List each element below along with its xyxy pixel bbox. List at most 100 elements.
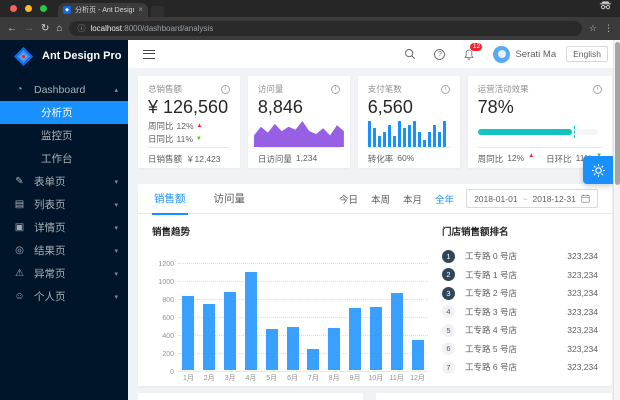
date-start: 2018-01-01 <box>474 193 518 204</box>
sidebar-item-表单页[interactable]: ✎ 表单页 ▾ <box>0 170 128 193</box>
window-minimize-button[interactable] <box>25 5 32 12</box>
info-circle-icon[interactable]: i <box>593 84 603 94</box>
range-link-全年[interactable]: 全年 <box>435 194 455 206</box>
question-circle-icon: ? <box>434 48 446 60</box>
range-link-本周[interactable]: 本周 <box>371 194 391 206</box>
gridline <box>178 317 428 318</box>
user-name: Serati Ma <box>515 48 557 60</box>
card-title: 访问量 <box>257 84 284 94</box>
scrollbar-thumb[interactable] <box>615 42 620 185</box>
bar-slot: 3月 <box>220 242 241 382</box>
card-value: 6,560 <box>367 97 413 117</box>
mini-bar <box>412 121 416 148</box>
gridline <box>178 281 428 282</box>
tab-销售额[interactable]: 销售额 <box>152 183 188 215</box>
range-link-今日[interactable]: 今日 <box>339 194 359 206</box>
address-bar[interactable]: ⓘ localhost:8000/dashboard/analysis <box>69 21 582 36</box>
store-ranking-section: 门店销售额排名 1 工专路 0 号店 323,234 2 工专路 1 号店 323,234… <box>432 222 598 388</box>
url-path: :8000/dashboard/analysis <box>122 24 214 33</box>
progress-target-marker <box>573 126 575 138</box>
sidebar-item-详情页[interactable]: ▣ 详情页 ▾ <box>0 216 128 239</box>
stat-card-total-sales: 总销售额 i ¥ 126,560 周同比 12% ▲ 日同比 11% ▼ <box>138 76 240 168</box>
bar-slot: 2月 <box>199 242 220 382</box>
logo-text: Ant Design Pro <box>42 50 122 62</box>
home-button[interactable]: ⌂ <box>56 22 63 34</box>
sales-trend-chart: 0 200 400 600 800 1000 1200 1月 2月 3月 4月 5月 6月 7月 8月 9月 1… <box>152 242 432 388</box>
mini-bar <box>382 132 386 148</box>
reload-button[interactable]: ↻ <box>41 22 50 34</box>
progress-fill <box>477 129 572 135</box>
chevron-up-icon: ▴ <box>114 86 118 94</box>
sidebar-menu: ◔ Dashboard ▴ 分析页 监控页 工作台 ✎ 表单页 ▾ ▤ 列表页 ▾ ▣ 详情页 ▾ ◎ 结果页 ▾… <box>0 78 128 308</box>
chart-title: 销售趋势 <box>152 227 191 238</box>
logo[interactable]: Ant Design Pro <box>0 40 128 72</box>
sales-card-body: 销售趋势 0 200 400 600 800 1000 1200 1月 2月 3月 4月 5月 6月 7月… <box>138 214 612 388</box>
language-button[interactable]: English <box>566 46 608 62</box>
account-menu[interactable]: Serati Ma <box>493 45 566 63</box>
sidebar-item-Dashboard[interactable]: ◔ Dashboard ▴ <box>0 78 128 101</box>
sidebar-item-结果页[interactable]: ◎ 结果页 ▾ <box>0 239 128 262</box>
header-search-button[interactable] <box>404 48 416 60</box>
sales-card: 销售额 访问量 今日 本周 本月 全年 2018-01-01 ~ 2018-12-31 … <box>138 184 612 386</box>
new-tab-button[interactable] <box>151 6 164 17</box>
sidebar-item-工作台[interactable]: 工作台 <box>0 147 128 170</box>
ranking-item: 7 工专路 6 号店 323,234 <box>442 358 598 377</box>
sidebar-item-个人页[interactable]: ☺ 个人页 ▾ <box>0 285 128 308</box>
page-scrollbar[interactable] <box>613 40 620 400</box>
window-zoom-button[interactable] <box>40 5 47 12</box>
bar <box>349 307 362 370</box>
card-value: ¥ 126,560 <box>148 97 229 117</box>
browser-toolbar: ← → ↻ ⌂ ⓘ localhost:8000/dashboard/analy… <box>0 17 620 40</box>
site-info-icon[interactable]: ⓘ <box>77 24 86 33</box>
bar-slot: 1月 <box>178 242 199 382</box>
rank-badge: 2 <box>442 268 455 282</box>
header-notifications-button[interactable]: 12 <box>463 41 484 61</box>
store-name: 工专路 1 号店 <box>465 269 517 280</box>
sidebar-item-分析页[interactable]: 分析页 <box>0 101 128 124</box>
sidebar-item-label: 表单页 <box>34 176 66 188</box>
rank-badge: 3 <box>442 286 455 300</box>
main-area: ? 12 Serati Ma English 总销售额 i ¥ 1 <box>128 40 620 400</box>
theme-settings-button[interactable] <box>583 156 613 184</box>
tab-title: 分析页 - Ant Design Pro <box>75 7 135 14</box>
mini-bar <box>387 124 391 148</box>
bar <box>265 329 278 370</box>
y-axis-tick: 800 <box>162 296 174 304</box>
ranking-item: 3 工专路 2 号店 323,234 <box>442 284 598 303</box>
sidebar-item-label: 分析页 <box>41 107 73 119</box>
app-window: Ant Design Pro ◔ Dashboard ▴ 分析页 监控页 工作台 ✎ 表单页 ▾… <box>0 40 620 400</box>
tab-close-icon[interactable]: × <box>138 5 143 14</box>
x-axis-tick: 4月 <box>245 375 257 382</box>
sidebar-item-label: Dashboard <box>34 83 86 96</box>
payments-minibars <box>367 121 446 148</box>
gridline <box>178 335 428 336</box>
bar-slot: 12月 <box>407 242 428 382</box>
menu-fold-icon[interactable] <box>143 49 155 59</box>
card-title: 运营活动效果 <box>477 84 529 94</box>
window-close-button[interactable] <box>10 5 17 12</box>
range-link-本月[interactable]: 本月 <box>403 194 423 206</box>
sidebar-item-监控页[interactable]: 监控页 <box>0 124 128 147</box>
notification-badge: 12 <box>469 41 484 52</box>
sidebar-item-异常页[interactable]: ⚠ 异常页 ▾ <box>0 262 128 285</box>
x-axis-tick: 6月 <box>287 375 298 382</box>
user-icon: ☺ <box>14 291 25 302</box>
browser-tab[interactable]: ◆ 分析页 - Ant Design Pro × <box>58 3 148 17</box>
gridline <box>178 263 428 264</box>
bar <box>390 292 403 370</box>
info-circle-icon[interactable]: i <box>440 84 450 94</box>
mini-bar <box>402 128 406 148</box>
trend-week: 周同比 12% ▲ <box>148 120 203 131</box>
forward-button[interactable]: → <box>24 22 34 34</box>
tab-访问量[interactable]: 访问量 <box>213 193 246 205</box>
bookmark-star-icon[interactable]: ☆ <box>588 23 597 33</box>
info-circle-icon[interactable]: i <box>330 84 340 94</box>
info-circle-icon[interactable]: i <box>220 84 230 94</box>
date-range-picker[interactable]: 2018-01-01 ~ 2018-12-31 <box>466 189 598 208</box>
back-button[interactable]: ← <box>7 22 17 34</box>
header-help-button[interactable]: ? <box>434 48 446 60</box>
store-name: 工专路 0 号店 <box>465 251 517 262</box>
mini-bar <box>442 121 446 148</box>
browser-menu-icon[interactable]: ⋮ <box>604 23 613 33</box>
sidebar-item-列表页[interactable]: ▤ 列表页 ▾ <box>0 193 128 216</box>
